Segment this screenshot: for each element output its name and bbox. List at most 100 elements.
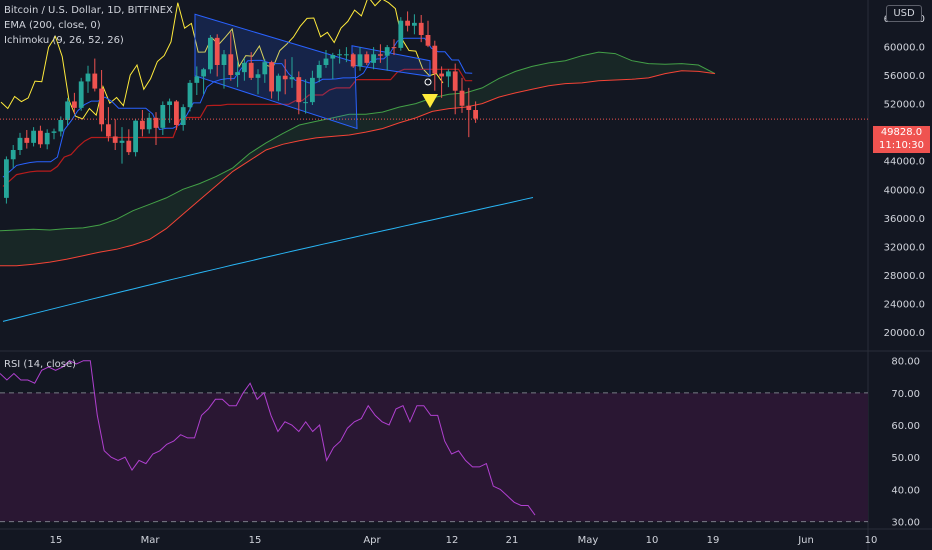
candle-body: [262, 62, 268, 75]
candle-body: [398, 20, 404, 48]
candle-body: [344, 54, 349, 56]
candle-body: [242, 62, 247, 73]
candle-body: [384, 47, 390, 56]
last-price-tag: 49828.0 11:10:30: [873, 126, 930, 153]
price-tick-label: 36000.0: [884, 214, 925, 225]
candle-body: [153, 117, 159, 128]
rsi-tick-label: 50.00: [891, 453, 920, 464]
candle-body: [10, 150, 16, 160]
candle-body: [459, 90, 465, 106]
rsi-tick-label: 60.00: [891, 421, 920, 432]
date-tick-label: 21: [506, 535, 519, 546]
candle-body: [208, 37, 213, 70]
ema-200-line: [2, 197, 534, 322]
date-tick-label: 10: [865, 535, 878, 546]
price-tick-label: 28000.0: [884, 271, 925, 282]
symbol-legend: Bitcoin / U.S. Dollar, 1D, BITFINEX: [4, 5, 173, 16]
candle-body: [473, 110, 478, 119]
candle-body: [303, 102, 308, 104]
price-tick-label: 20000.0: [884, 328, 925, 339]
candle-body: [310, 77, 315, 103]
candle-body: [357, 54, 363, 67]
candle-body: [364, 54, 370, 63]
candle-body: [316, 65, 322, 78]
candle-body: [350, 54, 356, 67]
rsi-tick-label: 30.00: [891, 518, 920, 529]
price-tick-label: 44000.0: [884, 157, 925, 168]
candle-body: [371, 54, 376, 63]
ichimoku-kijun-line: [2, 68, 473, 187]
candle-body: [112, 136, 118, 143]
candle-body: [24, 137, 30, 143]
candle-body: [146, 117, 152, 130]
candle-body: [289, 77, 295, 80]
candle-body: [214, 37, 220, 65]
candle-body: [248, 62, 254, 78]
currency-button[interactable]: USD: [886, 5, 922, 22]
candle-body: [446, 71, 451, 77]
candle-body: [269, 62, 274, 92]
candle-body: [99, 88, 104, 125]
ichimoku-cloud: [0, 52, 715, 266]
rsi-tick-label: 80.00: [891, 357, 920, 368]
date-tick-label: 15: [50, 535, 63, 546]
candle-body: [51, 131, 57, 133]
candle-body: [228, 54, 234, 75]
candle-body: [72, 101, 77, 108]
date-tick-label: Jun: [797, 535, 814, 546]
last-price-value: 49828.0: [880, 127, 923, 138]
candle-body: [140, 120, 145, 130]
candle-body: [425, 35, 431, 46]
candle-body: [323, 58, 329, 65]
candle-body: [276, 75, 281, 92]
price-tick-label: 56000.0: [884, 71, 925, 82]
price-tick-label: 40000.0: [884, 185, 925, 196]
candle-body: [44, 132, 50, 145]
candle-body: [187, 82, 193, 108]
candle-body: [78, 81, 84, 108]
candle-body: [38, 130, 43, 145]
cursor-marker: [424, 78, 432, 86]
candle-body: [174, 101, 179, 125]
candle-body: [65, 101, 70, 120]
candle-body: [418, 22, 424, 35]
candle-body: [405, 20, 410, 26]
candle-body: [235, 72, 240, 75]
price-tick-label: 60000.0: [884, 42, 925, 53]
candle-body: [92, 73, 98, 89]
candle-body: [378, 54, 383, 56]
candle-body: [180, 107, 186, 125]
candle-body: [119, 140, 125, 143]
date-tick-label: 19: [707, 535, 720, 546]
candle-body: [391, 47, 397, 49]
candle-body: [201, 69, 206, 77]
candle-body: [31, 130, 36, 143]
candle-body: [337, 54, 342, 56]
candle-body: [106, 124, 111, 137]
candle-body: [85, 73, 91, 82]
ichimoku-span-b: [0, 70, 716, 267]
ichimoku-chikou-line: [0, 0, 444, 120]
ichimoku-legend: Ichimoku (9, 26, 52, 26): [4, 35, 124, 46]
candle-body: [432, 45, 438, 74]
candle-body: [194, 76, 200, 83]
candle-body: [452, 71, 458, 91]
candle-body: [160, 105, 166, 128]
candle-body: [126, 140, 132, 153]
ema-legend: EMA (200, close, 0): [4, 20, 101, 31]
rsi-tick-label: 40.00: [891, 485, 920, 496]
date-tick-label: May: [578, 535, 599, 546]
rsi-line: [0, 360, 536, 516]
candle-body: [133, 120, 138, 153]
candle-body: [167, 101, 172, 105]
date-tick-label: Mar: [141, 535, 161, 546]
price-tick-label: 52000.0: [884, 100, 925, 111]
candle-body: [221, 54, 227, 65]
countdown-timer: 11:10:30: [879, 140, 924, 151]
candle-body: [296, 77, 302, 103]
candle-body: [439, 73, 444, 77]
candle-body: [412, 22, 417, 26]
rsi-legend: RSI (14, close): [4, 359, 77, 370]
candle-body: [466, 105, 472, 110]
